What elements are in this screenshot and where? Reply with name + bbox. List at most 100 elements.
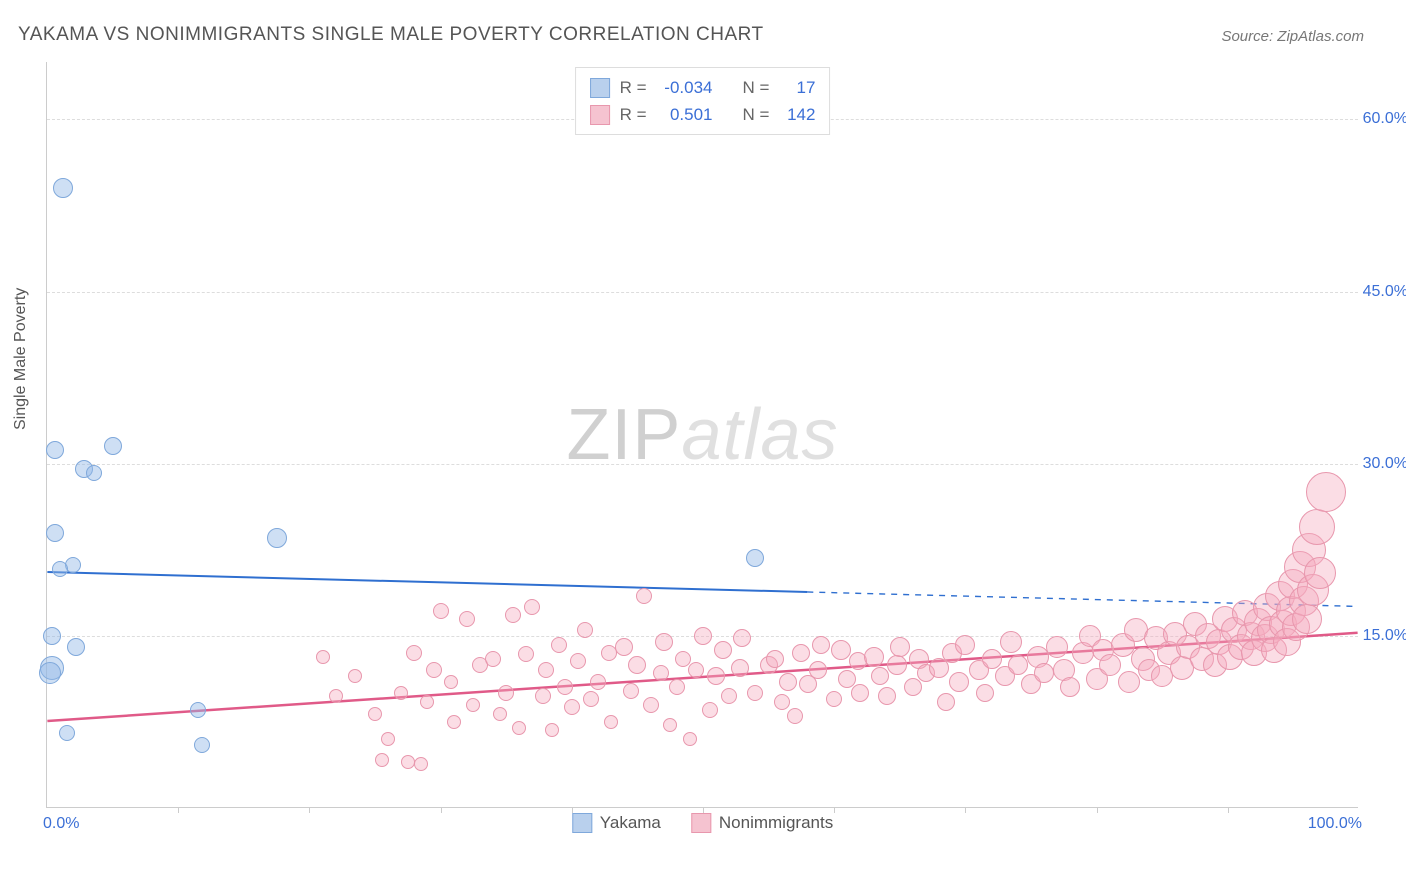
scatter-point	[655, 633, 673, 651]
legend-label: Nonimmigrants	[719, 813, 833, 833]
scatter-point	[779, 673, 797, 691]
stats-legend-row: R = -0.034 N = 17	[590, 74, 816, 101]
scatter-point	[871, 667, 889, 685]
scatter-point	[1099, 654, 1121, 676]
scatter-point	[39, 662, 61, 684]
scatter-point	[982, 649, 1002, 669]
stat-r-label: R =	[620, 101, 647, 128]
x-tick-mark	[1228, 807, 1229, 813]
legend-label: Yakama	[600, 813, 661, 833]
scatter-point	[702, 702, 718, 718]
scatter-point	[683, 732, 697, 746]
scatter-point	[590, 674, 606, 690]
scatter-point	[653, 665, 669, 681]
gridline	[47, 292, 1358, 293]
scatter-point	[570, 653, 586, 669]
scatter-point	[747, 685, 763, 701]
scatter-point	[524, 599, 540, 615]
watermark-prefix: ZIP	[566, 395, 681, 475]
scatter-point	[864, 647, 884, 667]
scatter-point	[812, 636, 830, 654]
scatter-point	[557, 679, 573, 695]
scatter-point	[394, 686, 408, 700]
scatter-point	[420, 695, 434, 709]
scatter-point	[426, 662, 442, 678]
plot-area: ZIPatlas 15.0%30.0%45.0%60.0% 0.0% 100.0…	[46, 62, 1358, 808]
bottom-legend: Yakama Nonimmigrants	[572, 813, 833, 833]
source-attribution: Source: ZipAtlas.com	[1221, 28, 1364, 45]
scatter-point	[688, 662, 704, 678]
scatter-point	[1304, 557, 1336, 589]
scatter-point	[731, 659, 749, 677]
stats-legend-row: R = 0.501 N = 142	[590, 101, 816, 128]
scatter-point	[564, 699, 580, 715]
scatter-point	[1034, 663, 1054, 683]
scatter-point	[447, 715, 461, 729]
x-tick-mark	[441, 807, 442, 813]
scatter-point	[52, 561, 68, 577]
scatter-point	[316, 650, 330, 664]
scatter-point	[459, 611, 475, 627]
scatter-point	[194, 737, 210, 753]
scatter-point	[401, 755, 415, 769]
scatter-point	[67, 638, 85, 656]
scatter-point	[707, 667, 725, 685]
scatter-point	[1060, 677, 1080, 697]
scatter-point	[851, 684, 869, 702]
scatter-point	[746, 549, 764, 567]
trend-lines	[47, 62, 1358, 807]
scatter-point	[628, 656, 646, 674]
scatter-point	[518, 646, 534, 662]
scatter-point	[714, 641, 732, 659]
scatter-point	[604, 715, 618, 729]
scatter-point	[1046, 636, 1068, 658]
scatter-point	[636, 588, 652, 604]
scatter-point	[583, 691, 599, 707]
scatter-point	[1299, 509, 1335, 545]
scatter-point	[466, 698, 480, 712]
y-axis-title: Single Male Poverty	[12, 288, 30, 430]
x-tick-mark	[178, 807, 179, 813]
x-axis-min-label: 0.0%	[43, 815, 79, 833]
y-tick-label: 45.0%	[1348, 283, 1406, 301]
stat-n-value: 17	[779, 74, 815, 101]
scatter-point	[949, 672, 969, 692]
scatter-point	[792, 644, 810, 662]
scatter-point	[551, 637, 567, 653]
gridline	[47, 464, 1358, 465]
scatter-point	[545, 723, 559, 737]
scatter-point	[904, 678, 922, 696]
scatter-point	[577, 622, 593, 638]
scatter-point	[433, 603, 449, 619]
chart-title: YAKAMA VS NONIMMIGRANTS SINGLE MALE POVE…	[18, 24, 764, 46]
scatter-point	[498, 685, 514, 701]
stat-r-value: -0.034	[657, 74, 713, 101]
scatter-point	[538, 662, 554, 678]
scatter-point	[976, 684, 994, 702]
scatter-point	[86, 465, 102, 481]
scatter-point	[675, 651, 691, 667]
stat-n-label: N =	[743, 101, 770, 128]
scatter-point	[878, 687, 896, 705]
scatter-point	[733, 629, 751, 647]
scatter-point	[1118, 671, 1140, 693]
scatter-point	[766, 650, 784, 668]
scatter-point	[59, 725, 75, 741]
stats-legend: R = -0.034 N = 17 R = 0.501 N = 142	[575, 67, 831, 135]
watermark-suffix: atlas	[681, 395, 838, 475]
x-tick-mark	[309, 807, 310, 813]
scatter-point	[1000, 631, 1022, 653]
legend-swatch	[691, 813, 711, 833]
scatter-point	[890, 637, 910, 657]
scatter-point	[104, 437, 122, 455]
scatter-point	[46, 441, 64, 459]
scatter-point	[663, 718, 677, 732]
scatter-point	[43, 627, 61, 645]
x-tick-mark	[834, 807, 835, 813]
scatter-point	[267, 528, 287, 548]
scatter-point	[623, 683, 639, 699]
scatter-point	[406, 645, 422, 661]
scatter-point	[512, 721, 526, 735]
trend-line-solid	[47, 572, 807, 592]
scatter-point	[937, 693, 955, 711]
